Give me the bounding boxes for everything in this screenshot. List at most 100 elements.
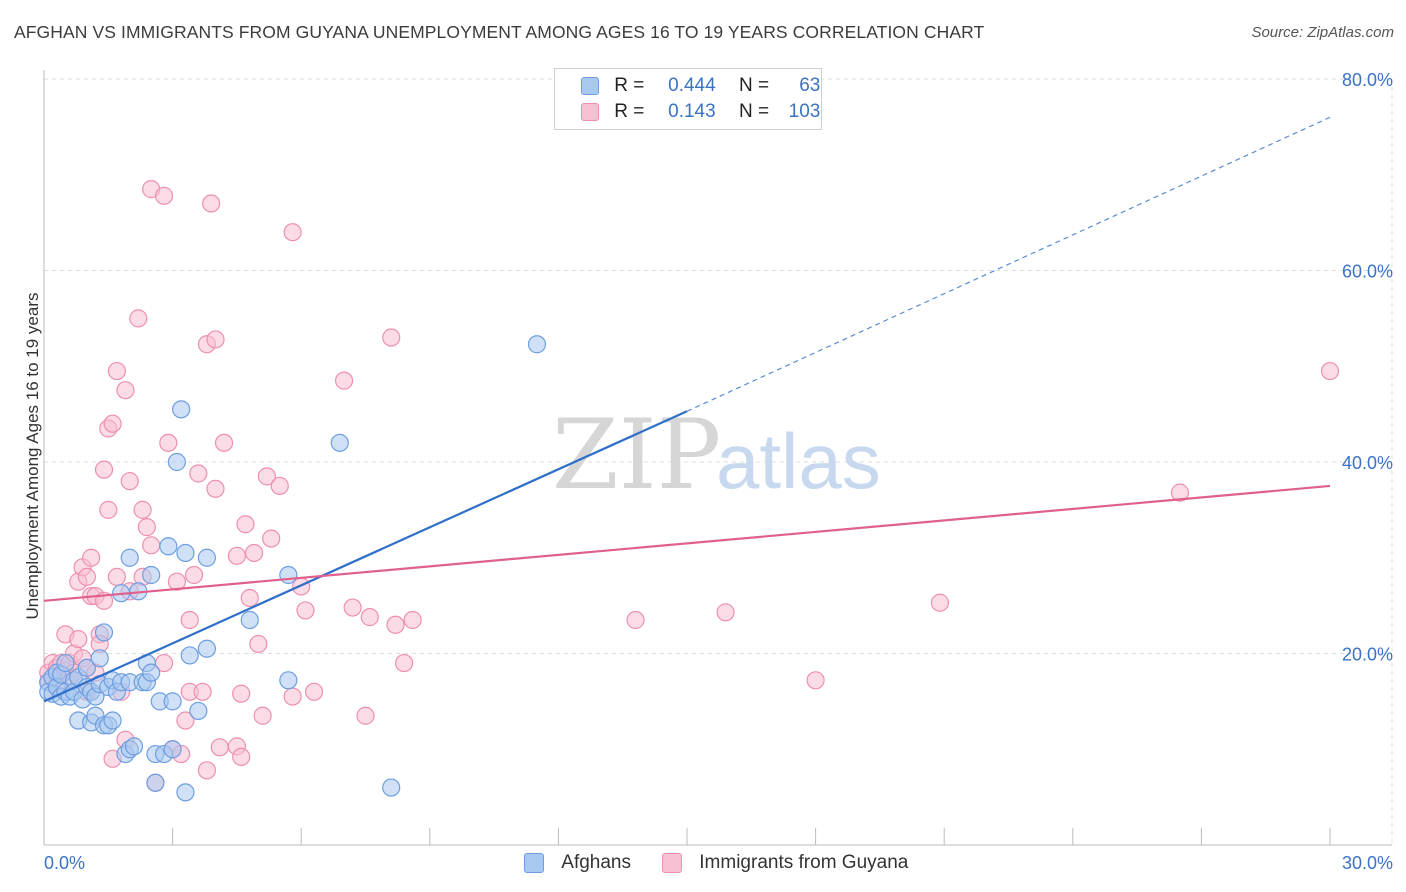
guyana-point (244, 543, 264, 563)
afghans-point (159, 537, 178, 556)
afghans-point (240, 610, 259, 630)
guyana-point (394, 653, 414, 673)
guyana-point (116, 381, 135, 400)
afghans-point (163, 740, 182, 759)
guyana-point (334, 371, 354, 390)
afghans-point (180, 646, 199, 665)
r-label: R = (614, 101, 645, 122)
afghans-point (330, 433, 349, 452)
guyana-point (343, 598, 362, 617)
afghans-point (56, 653, 75, 673)
guyana-point (382, 328, 401, 347)
afghans-point (163, 692, 182, 711)
guyana-point (232, 684, 251, 703)
guyana-point (236, 515, 255, 534)
source-label: Source: ZipAtlas.com (1251, 24, 1394, 41)
guyana-point (167, 572, 186, 591)
guyana-point (214, 433, 234, 452)
guyana-point (193, 682, 212, 701)
guyana-trend-line (43, 484, 1331, 602)
afghans-point (167, 452, 186, 472)
guyana-point (94, 460, 114, 479)
legend-item-guyana[interactable]: Immigrants from Guyana (662, 852, 908, 874)
legend-row-guyana: R = 0.143 N = 103 (581, 101, 820, 127)
guyana-point (142, 536, 161, 555)
y-axis-label: Unemployment Among Ages 16 to 19 years (23, 293, 42, 620)
guyana-point (210, 738, 229, 757)
guyana-point (137, 518, 156, 537)
guyana-point (262, 529, 281, 548)
guyana-point (240, 588, 259, 608)
guyana-point (99, 500, 118, 519)
guyana-point (270, 476, 289, 496)
guyana-point (304, 682, 324, 701)
y-tick-label: 60.0% (1342, 262, 1393, 282)
axes (43, 70, 1392, 846)
n-value: 103 (788, 101, 821, 122)
guyana-legend-swatch (662, 853, 682, 873)
x-tick-label: 0.0% (44, 853, 85, 873)
guyana-point (403, 610, 422, 630)
guyana-point (154, 186, 174, 205)
afghans-trend-line (43, 410, 688, 703)
guyana-point (227, 546, 246, 565)
guyana-point (283, 687, 302, 706)
guyana-point (202, 194, 221, 213)
r-value: 0.444 (668, 75, 716, 96)
afghans-point (382, 778, 401, 797)
guyana-point (107, 361, 126, 381)
guyana-point (232, 747, 251, 767)
afghans-point (197, 548, 216, 567)
afghans-point (142, 565, 161, 585)
tick-labels: 20.0% 40.0% 60.0% 80.0% 0.0% 30.0% (44, 70, 1393, 873)
legend-row-afghans: R = 0.444 N = 63 (581, 75, 820, 101)
y-tick-label: 80.0% (1342, 70, 1393, 90)
afghans-point (197, 639, 216, 658)
guyana-point (806, 671, 825, 690)
guyana-point (716, 603, 735, 622)
n-label: N = (738, 101, 770, 122)
guyana-point (626, 610, 645, 630)
guyana-point (82, 548, 101, 567)
guyana-point (356, 706, 375, 725)
guyana-point (283, 223, 302, 242)
guyana-point (253, 706, 272, 725)
guyana-point (296, 601, 315, 620)
x-tick-label: 30.0% (1342, 853, 1393, 873)
guyana-point (129, 309, 148, 328)
guyana-point (69, 630, 88, 649)
guyana-point (197, 761, 216, 780)
guyana-point (180, 610, 199, 630)
guyana-point (184, 565, 204, 585)
afghans-legend-label: Afghans (561, 852, 632, 873)
afghans-point (176, 543, 195, 563)
legend-item-afghans[interactable]: Afghans (524, 852, 631, 874)
afghans-point (124, 737, 144, 756)
afghans-point (77, 658, 96, 677)
afghans-trend-extension (686, 116, 1331, 412)
chart-title: AFGHAN VS IMMIGRANTS FROM GUYANA UNEMPLO… (14, 22, 985, 42)
guyana-point (103, 414, 122, 433)
afghans-point (142, 663, 161, 682)
correlation-legend: R = 0.444 N = 63 R = 0.143 N = 103 (554, 68, 822, 130)
afghans-point (90, 649, 109, 668)
guyana-point (360, 608, 379, 627)
afghans-point (279, 565, 298, 585)
guyana-point (189, 464, 208, 483)
afghans-point (279, 671, 298, 690)
guyana-point (249, 634, 268, 654)
afghans-point (527, 335, 547, 354)
guyana-point (120, 472, 139, 491)
y-tick-label: 40.0% (1342, 453, 1393, 473)
afghans-point (172, 400, 191, 419)
guyana-point (77, 567, 96, 587)
afghans-point (189, 701, 208, 721)
guyana-point (159, 433, 178, 452)
watermark-atlas: atlas (716, 417, 881, 505)
guyana-point (1320, 361, 1340, 381)
guyana-point (206, 330, 225, 349)
afghans-point (94, 623, 114, 642)
guyana-point (107, 567, 126, 587)
r-label: R = (614, 75, 645, 96)
